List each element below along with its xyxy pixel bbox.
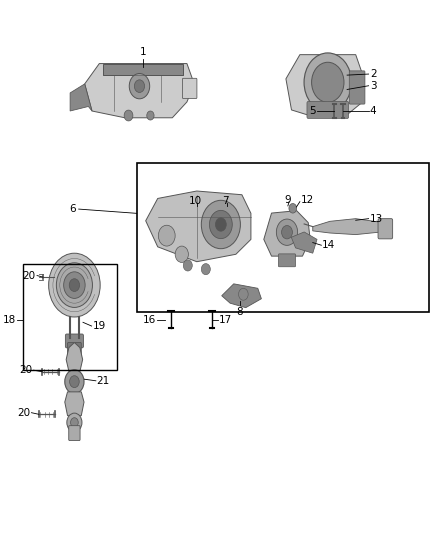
Circle shape bbox=[71, 418, 78, 427]
Circle shape bbox=[282, 225, 293, 239]
Circle shape bbox=[311, 62, 344, 102]
Circle shape bbox=[175, 246, 188, 262]
Text: 6: 6 bbox=[69, 204, 76, 214]
Text: 4: 4 bbox=[370, 106, 377, 116]
Circle shape bbox=[201, 200, 240, 249]
Circle shape bbox=[183, 260, 192, 271]
FancyBboxPatch shape bbox=[182, 78, 197, 99]
Text: 20: 20 bbox=[19, 365, 32, 375]
Polygon shape bbox=[264, 211, 310, 256]
Polygon shape bbox=[291, 232, 317, 253]
Circle shape bbox=[289, 204, 297, 213]
Circle shape bbox=[49, 253, 100, 317]
Text: 2: 2 bbox=[370, 69, 377, 79]
Text: 16: 16 bbox=[142, 314, 155, 325]
Circle shape bbox=[215, 218, 226, 231]
Circle shape bbox=[147, 111, 154, 120]
Bar bbox=[23, 264, 117, 370]
Polygon shape bbox=[222, 284, 261, 308]
Circle shape bbox=[201, 264, 210, 274]
FancyBboxPatch shape bbox=[349, 71, 365, 104]
Text: 3: 3 bbox=[370, 81, 377, 91]
Polygon shape bbox=[65, 392, 84, 416]
Circle shape bbox=[239, 288, 248, 300]
FancyBboxPatch shape bbox=[279, 254, 296, 266]
Text: 14: 14 bbox=[322, 240, 336, 250]
FancyBboxPatch shape bbox=[69, 426, 80, 441]
Text: 19: 19 bbox=[92, 321, 106, 331]
Circle shape bbox=[158, 225, 175, 246]
FancyBboxPatch shape bbox=[67, 343, 81, 358]
Circle shape bbox=[129, 74, 150, 99]
Bar bbox=[103, 63, 183, 75]
FancyBboxPatch shape bbox=[378, 219, 392, 239]
FancyBboxPatch shape bbox=[65, 334, 83, 348]
Circle shape bbox=[209, 211, 232, 239]
FancyBboxPatch shape bbox=[307, 101, 349, 118]
Text: 13: 13 bbox=[370, 214, 383, 224]
Text: 21: 21 bbox=[97, 376, 110, 386]
Text: 17: 17 bbox=[219, 314, 233, 325]
Text: 5: 5 bbox=[309, 106, 316, 116]
Circle shape bbox=[276, 219, 297, 245]
Polygon shape bbox=[85, 63, 194, 118]
Text: 12: 12 bbox=[301, 195, 314, 205]
Circle shape bbox=[70, 376, 79, 387]
Circle shape bbox=[65, 370, 84, 393]
Text: 20: 20 bbox=[17, 408, 30, 418]
Text: 1: 1 bbox=[140, 46, 146, 56]
Circle shape bbox=[69, 279, 80, 292]
Circle shape bbox=[57, 263, 92, 308]
Text: 20: 20 bbox=[23, 271, 36, 280]
Circle shape bbox=[124, 110, 133, 121]
Bar bbox=[137, 163, 429, 312]
Text: 18: 18 bbox=[2, 314, 16, 325]
Circle shape bbox=[67, 413, 82, 432]
Text: 7: 7 bbox=[222, 196, 229, 206]
Polygon shape bbox=[286, 55, 364, 117]
Polygon shape bbox=[70, 84, 92, 111]
Text: 9: 9 bbox=[285, 195, 291, 205]
Polygon shape bbox=[313, 219, 381, 235]
Circle shape bbox=[134, 80, 145, 93]
Polygon shape bbox=[146, 191, 251, 262]
Text: 8: 8 bbox=[237, 307, 243, 317]
Polygon shape bbox=[66, 343, 83, 372]
Circle shape bbox=[304, 53, 352, 112]
Text: 10: 10 bbox=[189, 196, 202, 206]
Circle shape bbox=[64, 272, 85, 298]
